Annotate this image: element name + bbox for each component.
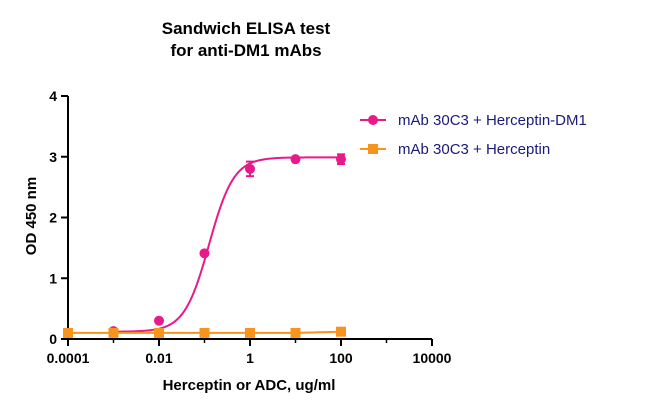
data-point-series-0: [154, 315, 164, 326]
fit-curve-series-0: [113, 156, 341, 333]
legend-label-herceptin: mAb 30C3 + Herceptin: [398, 141, 550, 158]
legend-item-herceptin-dm1: mAb 30C3 + Herceptin-DM1: [360, 112, 587, 129]
data-point-series-0: [245, 163, 255, 174]
data-point-series-1: [154, 327, 164, 338]
data-point-series-0: [290, 154, 301, 165]
chart-title-line-1: Sandwich ELISA test: [162, 19, 331, 38]
data-point-series-1: [63, 327, 73, 338]
legend-item-herceptin: mAb 30C3 + Herceptin: [360, 141, 550, 158]
axes: 0.0001 0.01 1 100 10000 0 1 2 3 4: [47, 88, 452, 366]
chart-title-line-2: for anti-DM1 mAbs: [170, 41, 321, 60]
data-point-series-0: [199, 248, 210, 259]
x-tick-label: 100: [329, 350, 353, 366]
fit-curves: [68, 156, 342, 334]
data-point-series-1: [336, 326, 346, 337]
y-tick-label: 3: [49, 149, 57, 165]
data-point-series-1: [290, 327, 301, 338]
x-tick-label: 1: [246, 350, 254, 366]
legend-label-herceptin-dm1: mAb 30C3 + Herceptin-DM1: [398, 112, 587, 129]
legend: mAb 30C3 + Herceptin-DM1 mAb 30C3 + Herc…: [360, 112, 587, 158]
y-tick-label: 1: [49, 270, 57, 286]
x-tick-label: 0.0001: [47, 350, 90, 366]
y-axis-label: OD 450 nm: [23, 177, 40, 255]
data-points: [63, 153, 346, 338]
x-axis-label: Herceptin or ADC, ug/ml: [163, 377, 336, 394]
data-point-series-0: [336, 154, 346, 165]
x-tick-label: 10000: [413, 350, 452, 366]
data-point-series-1: [108, 327, 119, 338]
y-tick-label: 0: [49, 331, 57, 347]
x-tick-label: 0.01: [145, 350, 172, 366]
data-point-series-1: [245, 327, 255, 338]
y-tick-label: 2: [49, 210, 57, 226]
data-point-series-1: [199, 327, 210, 338]
y-tick-label: 4: [49, 88, 57, 104]
